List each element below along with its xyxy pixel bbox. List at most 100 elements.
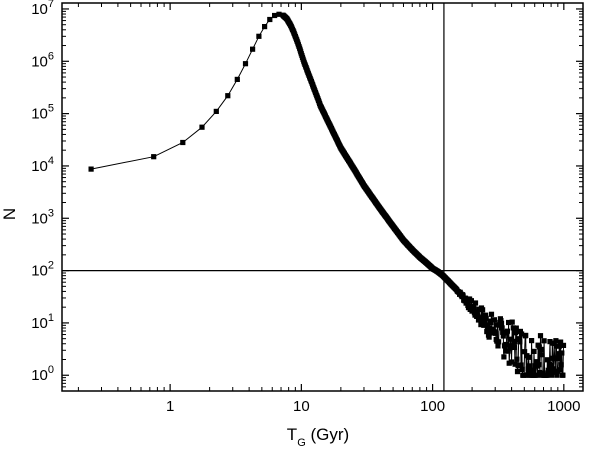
data-point bbox=[498, 320, 505, 326]
data-point bbox=[550, 366, 557, 372]
data-point bbox=[507, 346, 513, 352]
y-tick-label: 102 bbox=[31, 260, 54, 280]
data-point bbox=[88, 166, 94, 172]
data-point bbox=[477, 315, 483, 321]
x-axis-title: TG (Gyr) bbox=[287, 425, 349, 449]
y-axis-title: N bbox=[0, 208, 19, 220]
data-point bbox=[276, 11, 282, 17]
data-point bbox=[487, 325, 493, 331]
data-point bbox=[242, 61, 249, 67]
x-tick-label: 1000 bbox=[547, 398, 580, 415]
data-point bbox=[529, 338, 535, 344]
data-point bbox=[535, 372, 541, 378]
data-point bbox=[514, 369, 521, 375]
data-point bbox=[509, 359, 515, 365]
x-tick-label: 1 bbox=[166, 398, 174, 415]
data-point bbox=[485, 322, 491, 328]
data-point bbox=[558, 362, 564, 368]
data-point bbox=[548, 369, 554, 376]
data-point bbox=[537, 333, 544, 339]
data-point bbox=[557, 367, 563, 373]
x-axis-title-subscript: G bbox=[297, 437, 306, 449]
data-point bbox=[556, 343, 562, 349]
x-tick-label: 10 bbox=[293, 398, 310, 415]
data-point bbox=[552, 355, 558, 361]
data-point bbox=[555, 356, 561, 362]
data-point bbox=[525, 366, 531, 372]
data-point bbox=[533, 359, 539, 365]
data-point bbox=[213, 108, 219, 114]
data-point bbox=[496, 339, 502, 345]
data-point bbox=[559, 350, 565, 356]
y-tick-label: 104 bbox=[31, 155, 54, 175]
data-point bbox=[498, 318, 504, 324]
data-point bbox=[547, 363, 554, 369]
data-point bbox=[545, 357, 551, 363]
y-tick-label: 100 bbox=[31, 364, 54, 384]
x-tick-label: 100 bbox=[420, 398, 445, 415]
y-tick-label: 107 bbox=[31, 0, 54, 18]
data-point bbox=[225, 93, 231, 99]
data-point bbox=[262, 24, 268, 30]
y-tick-label: 105 bbox=[31, 103, 54, 123]
data-point bbox=[488, 311, 495, 317]
data-point bbox=[500, 333, 506, 339]
data-point bbox=[503, 341, 509, 348]
data-point bbox=[531, 348, 537, 354]
x-axis-title-unit: (Gyr) bbox=[306, 425, 349, 444]
data-point bbox=[491, 317, 497, 323]
data-point bbox=[515, 363, 521, 369]
data-point bbox=[509, 319, 515, 325]
data-point bbox=[504, 328, 510, 334]
data-point bbox=[545, 367, 551, 373]
data-point bbox=[234, 76, 240, 82]
data-point bbox=[511, 338, 517, 344]
data-point bbox=[523, 332, 529, 338]
data-point bbox=[486, 334, 492, 340]
data-point bbox=[513, 325, 519, 331]
y-tick-label: 103 bbox=[31, 207, 54, 227]
data-point bbox=[495, 343, 501, 349]
data-point bbox=[513, 330, 519, 336]
data-point bbox=[554, 372, 560, 378]
data-point bbox=[471, 303, 477, 309]
data-point bbox=[507, 336, 513, 342]
data-point bbox=[272, 12, 278, 19]
data-point bbox=[541, 338, 547, 344]
data-point bbox=[501, 354, 507, 360]
data-point bbox=[493, 330, 499, 336]
data-point bbox=[488, 320, 494, 326]
data-point bbox=[517, 339, 523, 345]
data-point bbox=[514, 356, 520, 362]
data-point bbox=[483, 312, 489, 318]
data-point bbox=[522, 349, 528, 355]
data-point bbox=[267, 16, 273, 23]
data-point bbox=[499, 325, 505, 331]
data-point bbox=[511, 344, 518, 350]
data-point bbox=[553, 338, 559, 344]
data-point bbox=[527, 363, 533, 369]
x-axis-title-main: T bbox=[287, 425, 297, 444]
data-point bbox=[468, 298, 474, 304]
y-tick-label: 101 bbox=[31, 312, 54, 332]
data-point bbox=[518, 362, 524, 368]
data-point bbox=[180, 139, 186, 146]
data-point bbox=[539, 352, 545, 358]
data-point bbox=[199, 124, 205, 130]
data-point bbox=[500, 329, 506, 335]
data-point bbox=[560, 342, 567, 348]
data-point bbox=[512, 361, 518, 367]
data-point bbox=[553, 343, 560, 349]
data-point bbox=[558, 339, 564, 345]
data-point bbox=[483, 315, 489, 321]
y-tick-label: 106 bbox=[31, 50, 54, 70]
data-point bbox=[537, 369, 543, 376]
data-point bbox=[250, 46, 256, 52]
data-point bbox=[519, 331, 525, 337]
data-point bbox=[560, 372, 566, 378]
data-point bbox=[482, 320, 488, 326]
data-point bbox=[151, 154, 157, 160]
data-point bbox=[506, 319, 512, 326]
